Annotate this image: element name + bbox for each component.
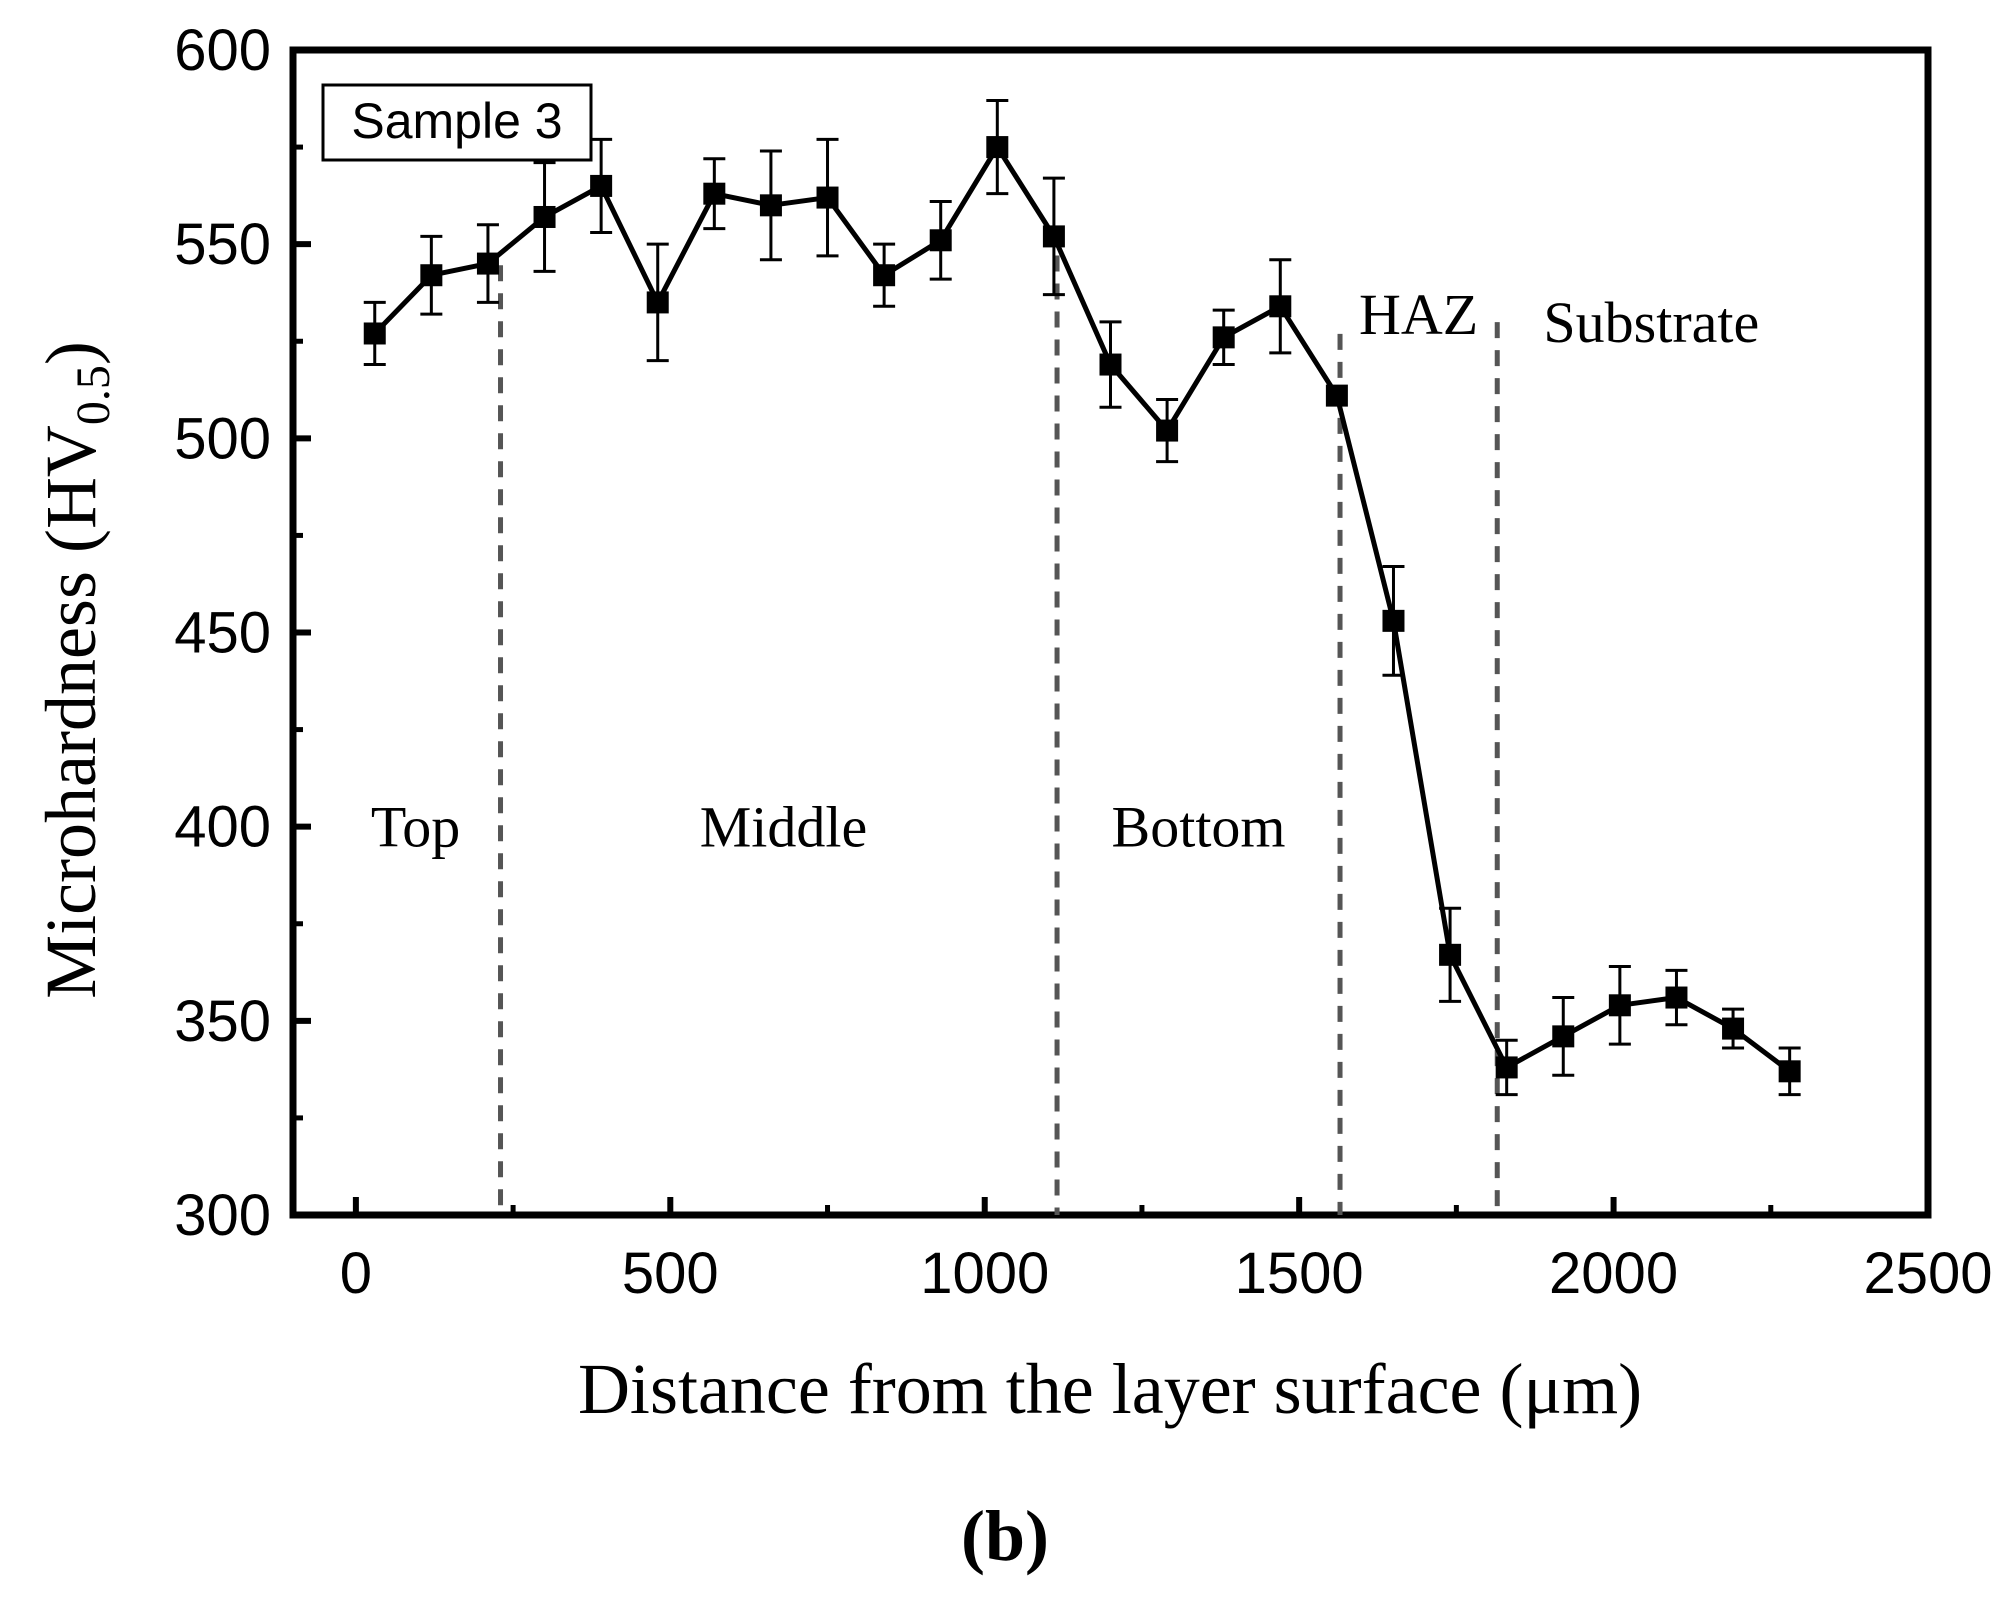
data-point bbox=[816, 186, 839, 209]
data-point bbox=[759, 194, 782, 217]
region-label: Substrate bbox=[1543, 290, 1759, 355]
y-axis-title: Microhardness (HV0.5) bbox=[31, 341, 120, 999]
data-point bbox=[1212, 326, 1235, 349]
region-label: Top bbox=[371, 795, 460, 860]
x-tick-label: 1500 bbox=[1235, 1241, 1364, 1306]
data-point bbox=[1382, 609, 1405, 632]
data-point bbox=[1439, 943, 1462, 966]
data-point bbox=[1042, 225, 1065, 248]
data-point bbox=[1269, 295, 1292, 318]
data-point bbox=[873, 264, 896, 287]
y-axis-title-subscript: 0.5 bbox=[67, 365, 120, 425]
data-point bbox=[986, 136, 1009, 159]
y-tick-label: 350 bbox=[174, 989, 271, 1054]
data-point bbox=[1325, 384, 1348, 407]
y-axis-title-close: ) bbox=[31, 341, 111, 365]
data-point bbox=[1099, 353, 1122, 376]
x-tick-label: 1000 bbox=[920, 1241, 1049, 1306]
region-label: HAZ bbox=[1359, 282, 1478, 347]
data-point bbox=[590, 174, 613, 197]
sample-label-box bbox=[321, 83, 593, 162]
data-point bbox=[1665, 986, 1688, 1009]
x-tick-label: 0 bbox=[340, 1241, 372, 1306]
region-label: Middle bbox=[700, 795, 868, 860]
y-tick-label: 300 bbox=[174, 1183, 271, 1248]
data-point bbox=[1495, 1056, 1518, 1079]
panel-label: (b) bbox=[961, 1496, 1049, 1576]
y-tick-label: 550 bbox=[174, 212, 271, 277]
data-point bbox=[1722, 1017, 1745, 1040]
y-tick-label: 600 bbox=[174, 18, 271, 83]
y-axis-title-main: Microhardness (HV bbox=[31, 425, 111, 999]
data-point bbox=[929, 229, 952, 252]
x-axis-title: Distance from the layer surface (μm) bbox=[578, 1349, 1642, 1429]
data-point bbox=[703, 182, 726, 205]
data-point bbox=[1156, 419, 1179, 442]
y-tick-label: 500 bbox=[174, 406, 271, 471]
x-tick-label: 2000 bbox=[1549, 1241, 1678, 1306]
x-tick-label: 500 bbox=[622, 1241, 719, 1306]
sample-label: Sample 3 bbox=[351, 93, 562, 149]
region-label: Bottom bbox=[1112, 795, 1286, 860]
x-tick-label: 2500 bbox=[1863, 1241, 1992, 1306]
data-point bbox=[363, 322, 386, 345]
series-line bbox=[372, 144, 1792, 1074]
data-point bbox=[533, 205, 556, 228]
data-point bbox=[646, 291, 669, 314]
y-tick-label: 450 bbox=[174, 601, 271, 666]
data-point bbox=[1608, 994, 1631, 1017]
data-point bbox=[1778, 1060, 1801, 1083]
data-point bbox=[476, 252, 499, 275]
data-point bbox=[420, 264, 443, 287]
y-tick-label: 400 bbox=[174, 795, 271, 860]
data-point bbox=[1552, 1025, 1575, 1048]
